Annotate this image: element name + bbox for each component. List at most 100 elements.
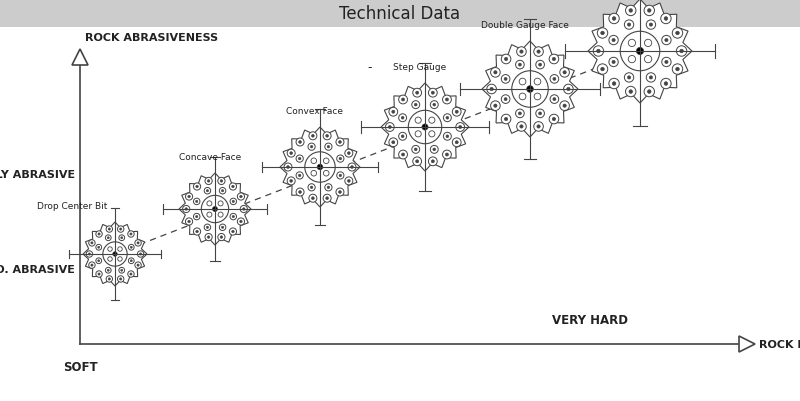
Circle shape: [515, 110, 524, 118]
Circle shape: [204, 225, 210, 231]
Circle shape: [128, 258, 134, 264]
Circle shape: [232, 186, 234, 188]
Circle shape: [242, 208, 245, 211]
Circle shape: [386, 123, 394, 132]
Circle shape: [230, 228, 237, 235]
Circle shape: [566, 88, 570, 91]
Circle shape: [413, 158, 422, 166]
Circle shape: [232, 216, 234, 218]
Circle shape: [537, 51, 540, 54]
Circle shape: [205, 234, 212, 241]
Circle shape: [121, 269, 122, 271]
Circle shape: [534, 122, 543, 132]
Polygon shape: [280, 128, 360, 207]
Circle shape: [422, 125, 428, 131]
Circle shape: [311, 158, 317, 164]
Circle shape: [644, 6, 654, 16]
Text: Concave Face: Concave Face: [179, 153, 241, 162]
Circle shape: [560, 68, 570, 78]
Circle shape: [612, 18, 616, 21]
Circle shape: [103, 242, 127, 267]
Circle shape: [218, 178, 225, 185]
Circle shape: [207, 180, 210, 183]
Circle shape: [636, 48, 644, 55]
Circle shape: [196, 231, 198, 233]
Circle shape: [512, 72, 548, 108]
Circle shape: [188, 196, 190, 198]
Circle shape: [339, 158, 342, 160]
Circle shape: [414, 104, 417, 107]
Circle shape: [350, 166, 354, 169]
Circle shape: [430, 101, 438, 109]
Circle shape: [446, 117, 449, 120]
Circle shape: [86, 251, 93, 257]
Circle shape: [207, 236, 210, 239]
Circle shape: [311, 197, 314, 200]
Circle shape: [204, 188, 210, 194]
Circle shape: [296, 172, 303, 180]
Circle shape: [612, 39, 615, 43]
Circle shape: [202, 196, 229, 223]
Circle shape: [601, 68, 604, 72]
Text: NO. ABRASIVE: NO. ABRASIVE: [0, 264, 75, 274]
Circle shape: [624, 73, 634, 83]
Circle shape: [107, 237, 110, 239]
Circle shape: [519, 94, 526, 101]
Circle shape: [518, 113, 522, 115]
Circle shape: [402, 154, 405, 157]
Circle shape: [502, 55, 511, 65]
Circle shape: [389, 138, 398, 147]
Circle shape: [504, 78, 507, 81]
Circle shape: [182, 206, 190, 213]
Circle shape: [609, 36, 618, 46]
Circle shape: [431, 92, 434, 95]
Circle shape: [402, 99, 405, 102]
Circle shape: [108, 247, 112, 252]
Circle shape: [108, 228, 110, 231]
Circle shape: [520, 51, 523, 54]
Circle shape: [323, 132, 331, 140]
Text: Technical Data: Technical Data: [339, 5, 461, 23]
Circle shape: [287, 150, 295, 158]
Circle shape: [650, 24, 653, 27]
Text: Convex Face: Convex Face: [286, 107, 343, 116]
Circle shape: [676, 68, 679, 72]
Circle shape: [563, 105, 566, 108]
Circle shape: [336, 139, 344, 147]
Circle shape: [672, 29, 682, 39]
Circle shape: [232, 231, 234, 233]
Circle shape: [612, 83, 616, 86]
Circle shape: [446, 136, 449, 138]
Circle shape: [311, 171, 317, 176]
Circle shape: [661, 79, 671, 89]
Circle shape: [188, 221, 190, 223]
Circle shape: [323, 195, 331, 203]
Polygon shape: [588, 0, 692, 104]
Circle shape: [326, 135, 329, 138]
Circle shape: [609, 79, 619, 89]
Circle shape: [560, 101, 570, 111]
Circle shape: [194, 214, 200, 220]
Circle shape: [645, 40, 652, 47]
Circle shape: [538, 113, 542, 115]
Circle shape: [431, 160, 434, 164]
Circle shape: [238, 193, 245, 200]
Circle shape: [220, 180, 222, 183]
Circle shape: [456, 123, 465, 132]
Circle shape: [323, 171, 329, 176]
Circle shape: [325, 144, 332, 151]
Circle shape: [609, 58, 618, 67]
Text: ROCK HARDNESS: ROCK HARDNESS: [759, 339, 800, 349]
Circle shape: [230, 214, 237, 220]
Circle shape: [429, 132, 435, 138]
Circle shape: [392, 142, 395, 144]
Circle shape: [416, 92, 418, 95]
Circle shape: [339, 175, 342, 177]
Text: Step Gauge: Step Gauge: [394, 63, 446, 72]
Circle shape: [222, 227, 224, 229]
Circle shape: [240, 196, 242, 198]
Circle shape: [502, 115, 511, 125]
Circle shape: [609, 14, 619, 24]
Circle shape: [325, 184, 332, 191]
Circle shape: [662, 36, 671, 46]
